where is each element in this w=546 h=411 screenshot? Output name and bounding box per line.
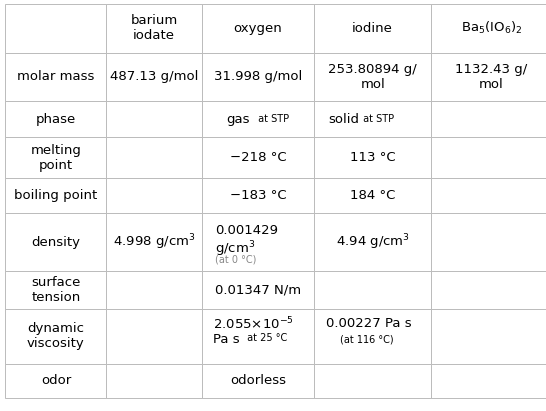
Text: density: density (32, 236, 80, 249)
Text: at STP: at STP (255, 114, 289, 124)
Bar (202, 213, 314, 271)
Bar (106, 4, 202, 53)
Text: 0.01347 N/m: 0.01347 N/m (215, 283, 301, 296)
Bar (106, 101, 202, 137)
Bar (5, 364, 106, 398)
Text: 0.00227 Pa s: 0.00227 Pa s (325, 317, 411, 330)
Text: at STP: at STP (360, 114, 394, 124)
Bar (106, 364, 202, 398)
Text: (at 0 °C): (at 0 °C) (216, 254, 257, 265)
Text: molar mass: molar mass (17, 70, 94, 83)
Text: g/cm$^3$: g/cm$^3$ (216, 239, 256, 259)
Bar (5, 137, 106, 178)
Text: 31.998 g/mol: 31.998 g/mol (214, 70, 302, 83)
Text: odorless: odorless (230, 374, 286, 388)
Bar (202, 309, 314, 364)
Bar (431, 101, 546, 137)
Bar (5, 271, 106, 309)
Bar (106, 53, 202, 101)
Bar (5, 4, 106, 53)
Bar (202, 178, 314, 213)
Text: 253.80894 g/
mol: 253.80894 g/ mol (328, 63, 417, 91)
Text: 2.055$\times$10$^{-5}$: 2.055$\times$10$^{-5}$ (213, 315, 294, 332)
Text: dynamic
viscosity: dynamic viscosity (27, 322, 85, 351)
Bar (314, 364, 431, 398)
Bar (106, 178, 202, 213)
Text: (at 116 °C): (at 116 °C) (340, 334, 394, 344)
Text: Pa s: Pa s (213, 332, 240, 346)
Text: −183 °C: −183 °C (230, 189, 286, 202)
Text: solid: solid (328, 113, 359, 126)
Bar (202, 364, 314, 398)
Bar (106, 271, 202, 309)
Bar (202, 53, 314, 101)
Text: 0.001429: 0.001429 (216, 224, 278, 237)
Bar (431, 364, 546, 398)
Bar (5, 213, 106, 271)
Text: 487.13 g/mol: 487.13 g/mol (110, 70, 198, 83)
Text: Ba$_5$(IO$_6$)$_2$: Ba$_5$(IO$_6$)$_2$ (461, 20, 522, 37)
Text: iodine: iodine (352, 22, 393, 35)
Bar (314, 4, 431, 53)
Text: oxygen: oxygen (234, 22, 282, 35)
Bar (431, 137, 546, 178)
Text: 1132.43 g/
mol: 1132.43 g/ mol (455, 63, 527, 91)
Bar (314, 137, 431, 178)
Text: odor: odor (41, 374, 71, 388)
Bar (106, 137, 202, 178)
Text: boiling point: boiling point (14, 189, 98, 202)
Text: −218 °C: −218 °C (230, 151, 286, 164)
Bar (202, 137, 314, 178)
Text: 184 °C: 184 °C (350, 189, 395, 202)
Bar (202, 101, 314, 137)
Text: surface
tension: surface tension (31, 276, 81, 304)
Bar (431, 213, 546, 271)
Bar (431, 4, 546, 53)
Bar (202, 4, 314, 53)
Bar (5, 309, 106, 364)
Text: phase: phase (36, 113, 76, 126)
Bar (5, 101, 106, 137)
Bar (314, 309, 431, 364)
Bar (314, 213, 431, 271)
Bar (202, 271, 314, 309)
Text: 113 °C: 113 °C (350, 151, 395, 164)
Bar (314, 101, 431, 137)
Bar (314, 271, 431, 309)
Bar (431, 178, 546, 213)
Bar (314, 178, 431, 213)
Text: melting
point: melting point (31, 144, 81, 172)
Bar (106, 213, 202, 271)
Bar (431, 309, 546, 364)
Bar (431, 53, 546, 101)
Text: barium
iodate: barium iodate (130, 14, 178, 42)
Text: gas: gas (227, 113, 250, 126)
Bar (106, 309, 202, 364)
Bar (5, 53, 106, 101)
Bar (431, 271, 546, 309)
Text: at 25 °C: at 25 °C (245, 332, 288, 343)
Text: 4.94 g/cm$^3$: 4.94 g/cm$^3$ (336, 232, 410, 252)
Bar (5, 178, 106, 213)
Bar (314, 53, 431, 101)
Text: 4.998 g/cm$^3$: 4.998 g/cm$^3$ (113, 232, 195, 252)
